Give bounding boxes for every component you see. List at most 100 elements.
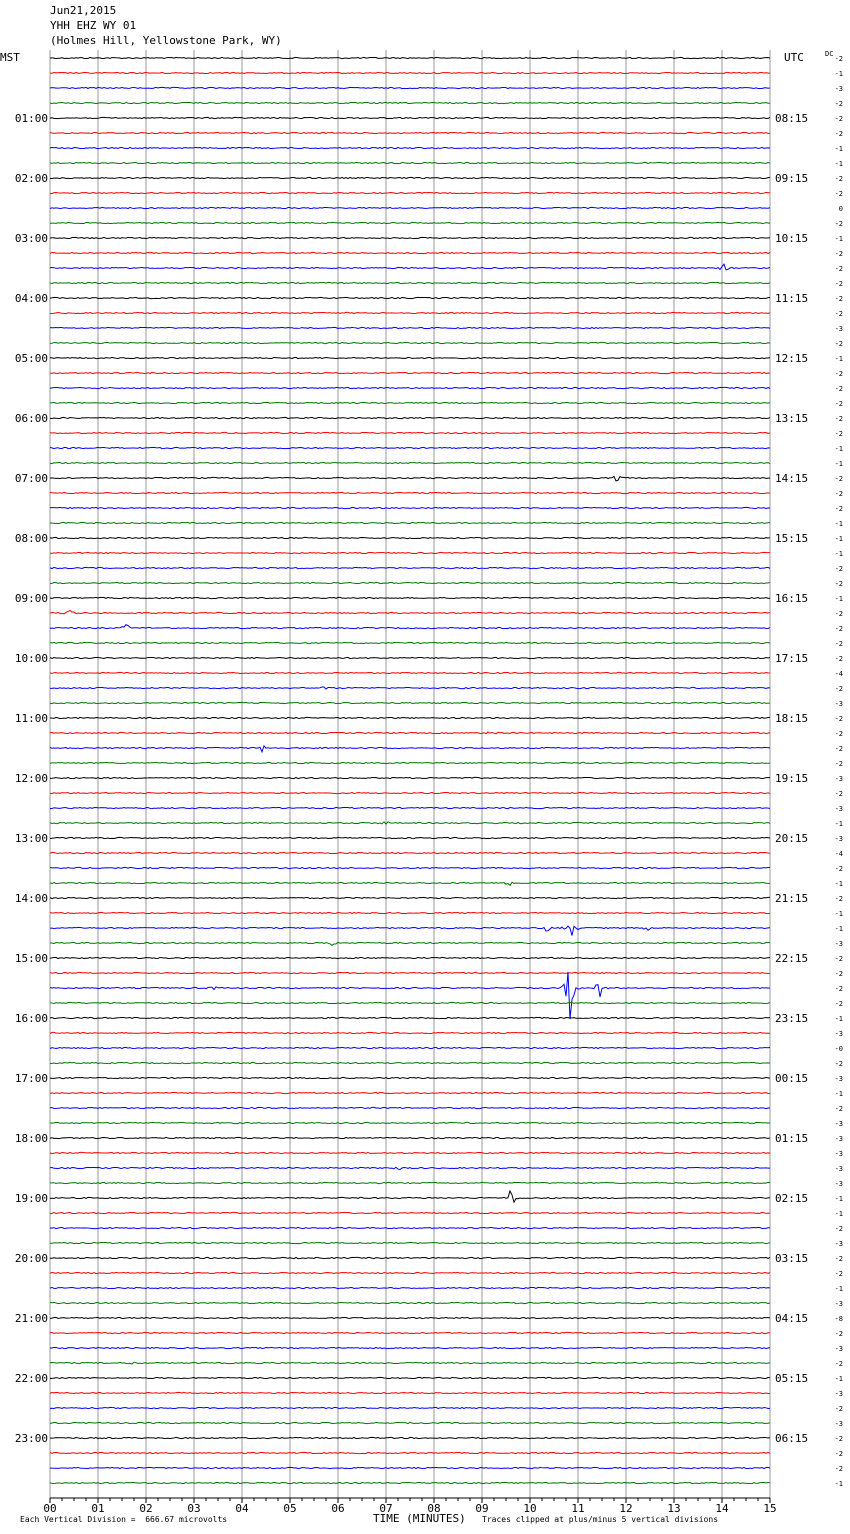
seismic-trace [49, 791, 771, 795]
left-hour-label: 18:00 [15, 1132, 48, 1145]
seismic-trace [49, 731, 771, 735]
x-axis-title: TIME (MINUTES) [373, 1512, 466, 1525]
dc-offset-label: -1 [835, 1210, 843, 1218]
dc-offset-label: -2 [835, 1060, 843, 1068]
x-tick-label: 08 [427, 1502, 440, 1515]
dc-offset-label: -2 [835, 295, 843, 303]
dc-offset-label: -3 [835, 1300, 843, 1308]
dc-offset-label: -2 [835, 745, 843, 753]
right-hour-label: 21:15 [775, 892, 808, 905]
seismic-trace [49, 1181, 771, 1185]
station-code: YHH EHZ WY 01 [50, 19, 137, 32]
dc-offset-label: -2 [835, 385, 843, 393]
seismic-trace [49, 776, 770, 780]
seismic-trace [49, 1016, 771, 1020]
seismic-trace [49, 1046, 771, 1050]
dc-offset-label: -2 [835, 130, 843, 138]
left-hour-label: 15:00 [15, 952, 48, 965]
seismic-trace [49, 86, 771, 90]
dc-offset-label: -2 [835, 1105, 843, 1113]
dc-offset-label: -2 [835, 625, 843, 633]
dc-offset-label: -1 [835, 70, 843, 78]
left-hour-label: 04:00 [15, 292, 48, 305]
dc-offset-label: -2 [835, 685, 843, 693]
dc-offset-label: -2 [835, 1405, 843, 1413]
dc-offset-label: -2 [835, 280, 843, 288]
right-hour-label: 11:15 [775, 292, 808, 305]
seismic-trace [49, 1346, 771, 1350]
x-tick-label: 05 [283, 1502, 296, 1515]
x-tick-label: 11 [571, 1502, 584, 1515]
right-hour-label: 04:15 [775, 1312, 808, 1325]
x-tick-label: 00 [43, 1502, 56, 1515]
right-hour-label: 02:15 [775, 1192, 808, 1205]
left-hour-label: 01:00 [15, 112, 48, 125]
seismic-trace [49, 686, 771, 690]
seismic-trace [49, 744, 771, 754]
seismic-trace [49, 146, 771, 150]
dc-offset-label: -3 [835, 85, 843, 93]
dc-offset-label: -2 [835, 505, 843, 513]
right-zone-label: UTC [784, 51, 804, 64]
seismic-trace [49, 251, 771, 255]
right-hour-label: 08:15 [775, 112, 808, 125]
seismic-trace [49, 431, 771, 435]
dc-offset-label: -3 [835, 1150, 843, 1158]
seismic-trace [49, 806, 771, 810]
left-hour-label: 12:00 [15, 772, 48, 785]
seismic-trace [50, 1211, 771, 1215]
seismic-trace [49, 941, 771, 946]
x-tick-label: 03 [187, 1502, 200, 1515]
right-hour-label: 16:15 [775, 592, 808, 605]
dc-offset-label: -2 [835, 1255, 843, 1263]
dc-offset-label: -2 [835, 895, 843, 903]
dc-offset-label: -2 [835, 115, 843, 123]
seismic-trace [49, 1316, 771, 1320]
left-hour-label: 14:00 [15, 892, 48, 905]
dc-offset-label: -2 [835, 640, 843, 648]
seismic-trace [49, 326, 771, 330]
dc-offset-label: -2 [835, 220, 843, 228]
seismic-trace [49, 56, 771, 60]
left-hour-label: 22:00 [15, 1372, 48, 1385]
right-hour-label: 18:15 [775, 712, 808, 725]
seismic-trace [49, 1331, 771, 1335]
seismic-trace [49, 131, 771, 135]
seismic-trace [49, 566, 771, 570]
left-hour-label: 13:00 [15, 832, 48, 845]
seismic-trace [49, 296, 771, 300]
seismic-trace [49, 1256, 771, 1260]
left-hour-label: 19:00 [15, 1192, 48, 1205]
seismic-trace [49, 624, 771, 630]
dc-header-label: DC [825, 50, 833, 58]
seismic-trace [49, 596, 771, 600]
right-hour-label: 22:15 [775, 952, 808, 965]
dc-offset-label: -1 [835, 595, 843, 603]
left-hour-label: 11:00 [15, 712, 48, 725]
right-hour-label: 19:15 [775, 772, 808, 785]
left-hour-label: 17:00 [15, 1072, 48, 1085]
left-hour-label: 09:00 [15, 592, 48, 605]
x-tick-label: 14 [715, 1502, 729, 1515]
seismic-trace [49, 71, 771, 75]
dc-offset-label: -3 [835, 1030, 843, 1038]
seismic-trace [49, 161, 771, 165]
seismic-trace [49, 866, 771, 870]
seismic-trace [49, 971, 771, 1020]
seismic-trace [49, 116, 771, 120]
seismic-trace [49, 821, 771, 825]
right-hour-label: 17:15 [775, 652, 808, 665]
dc-offset-label: -1 [835, 535, 843, 543]
seismic-trace [49, 356, 771, 360]
dc-offset-label: -3 [835, 1420, 843, 1428]
seismic-trace [49, 1001, 771, 1005]
dc-offset-label: -2 [835, 1270, 843, 1278]
dc-offset-label: -1 [835, 1375, 843, 1383]
right-hour-label: 03:15 [775, 1252, 808, 1265]
left-hour-label: 07:00 [15, 472, 48, 485]
seismic-trace [49, 1301, 771, 1305]
dc-offset-label: -0 [835, 1045, 843, 1053]
dc-offset-label: -1 [835, 820, 843, 828]
dc-offset-label: -1 [835, 160, 843, 168]
dc-offset-label: -2 [835, 580, 843, 588]
